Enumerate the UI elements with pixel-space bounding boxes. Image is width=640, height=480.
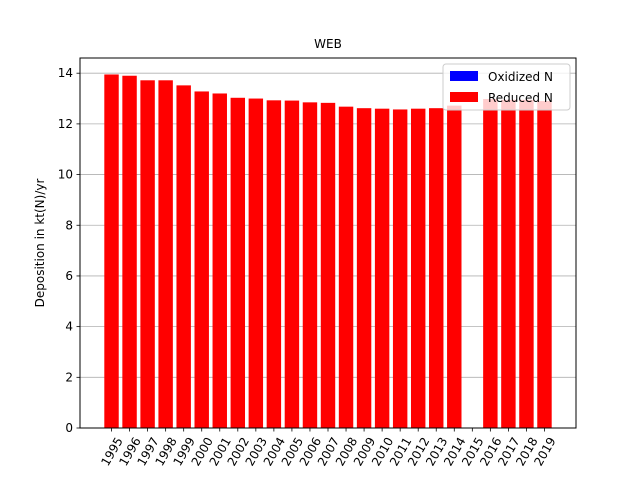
bar-reduced-n-2014 [447, 105, 462, 429]
bar-reduced-n-2007 [320, 102, 336, 428]
bar-reduced-n-2019 [537, 101, 552, 429]
bar-reduced-n-2002 [230, 97, 246, 429]
y-axis-ticks: 0 2 4 6 8 10 12 14 [58, 66, 80, 435]
y-tick-label: 0 [65, 421, 73, 435]
legend-swatch [450, 92, 478, 102]
bar-reduced-n-2009 [356, 108, 372, 428]
bar-reduced-n-1996 [122, 75, 137, 429]
y-axis-label: Deposition in kt(N)/yr [33, 179, 47, 308]
bar-reduced-n-2005 [284, 100, 300, 428]
chart-title: WEB [314, 37, 342, 51]
bar-reduced-n-2013 [429, 108, 444, 428]
legend: Oxidized N Reduced N [442, 63, 571, 111]
y-tick-label: 6 [65, 269, 73, 283]
y-tick-label: 10 [58, 168, 73, 182]
y-tick-label: 4 [65, 320, 73, 334]
bar-reduced-n-2006 [302, 102, 318, 429]
legend-label: Oxidized N [488, 70, 553, 84]
bar-reduced-n-1999 [176, 85, 191, 428]
bar-reduced-n-2003 [248, 98, 264, 428]
bar-reduced-n-2011 [392, 109, 408, 429]
bar-reduced-n-2018 [519, 99, 534, 429]
y-tick-label: 8 [65, 218, 73, 232]
bar-reduced-n-1997 [140, 80, 155, 429]
bar-reduced-n-2016 [483, 99, 498, 428]
bar-reduced-n-2000 [194, 91, 209, 428]
bar-reduced-n-2004 [266, 100, 282, 429]
bar-reduced-n-2008 [338, 106, 354, 428]
bar-reduced-n-2010 [374, 108, 390, 428]
y-tick-label: 12 [58, 117, 73, 131]
legend-label: Reduced N [488, 91, 553, 105]
bar-reduced-n-1995 [104, 74, 119, 429]
y-tick-label: 2 [65, 370, 73, 384]
y-tick-label: 14 [58, 66, 73, 80]
bars-group [104, 74, 552, 429]
legend-swatch [450, 71, 478, 81]
bar-reduced-n-2017 [501, 99, 516, 429]
bar-reduced-n-1998 [158, 80, 173, 429]
bar-reduced-n-2001 [212, 93, 227, 428]
x-axis-ticks: 1995199619971998199920002001200220032004… [98, 428, 559, 468]
bar-reduced-n-2012 [410, 108, 426, 428]
